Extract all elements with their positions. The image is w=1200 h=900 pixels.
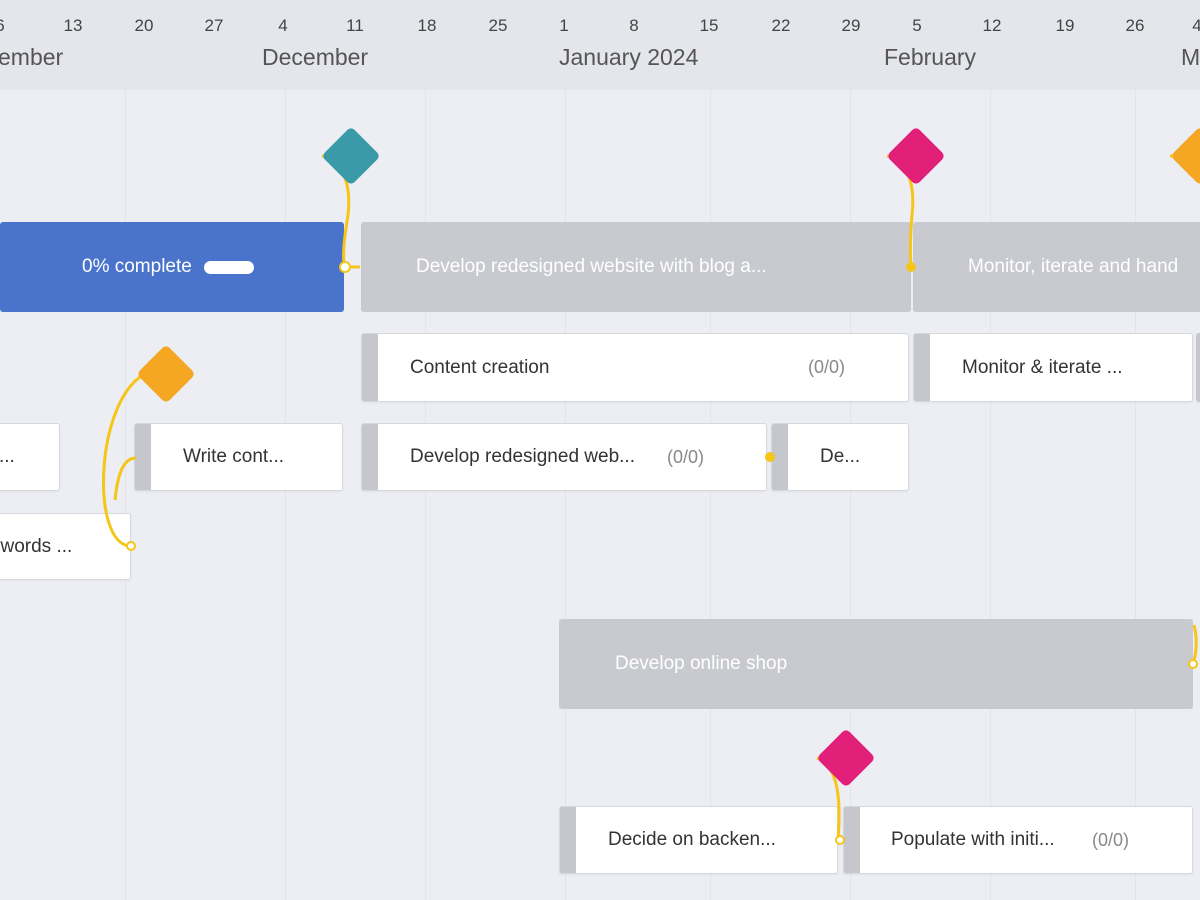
connector-dot (906, 262, 916, 272)
bar-label: Develop redesigned website with blog a..… (416, 256, 767, 277)
grid-line (990, 90, 991, 900)
day-label: 6 (0, 16, 20, 36)
task-label: Populate with initi... (891, 829, 1055, 850)
task-label: ... (0, 446, 15, 467)
task-cut-off[interactable] (1196, 333, 1200, 402)
grid-line (565, 90, 566, 900)
bar-label: Develop online shop (615, 653, 788, 674)
day-label: 5 (912, 16, 922, 35)
dependency-connector (1191, 624, 1198, 665)
connector-dot (1188, 659, 1198, 669)
day-label: 27 (204, 16, 224, 35)
task-de[interactable]: De... (771, 423, 909, 491)
connector-dot (765, 452, 775, 462)
dependency-connector (113, 456, 137, 501)
task-left-truncated[interactable]: ... (0, 423, 60, 491)
day-label: 29 (841, 16, 861, 35)
task-label: Content creation (410, 356, 550, 378)
grid-line (425, 90, 426, 900)
task-label: Monitor & iterate ... (962, 356, 1123, 378)
month-label: M (1181, 44, 1200, 70)
task-handle[interactable] (1196, 333, 1200, 402)
task-handle[interactable] (772, 424, 788, 490)
day-label: 18 (417, 16, 437, 35)
month-label: ember (0, 44, 64, 70)
task-count: (0/0) (808, 357, 846, 377)
task-handle[interactable] (362, 334, 378, 401)
connector-dot (339, 261, 351, 273)
task-handle[interactable] (844, 807, 860, 873)
month-label: January 2024 (559, 44, 699, 70)
online-shop-summary-bar[interactable]: Develop online shop (559, 619, 1193, 709)
progress-pill (204, 261, 254, 274)
redesign-summary-bar[interactable]: Develop redesigned website with blog a..… (361, 222, 911, 312)
day-label: 4 (278, 16, 288, 35)
task-monitor-iterate[interactable]: Monitor & iterate ... (913, 333, 1193, 402)
task-label: De... (820, 446, 861, 467)
day-label: 20 (134, 16, 154, 35)
day-label: 11 (346, 16, 364, 35)
task-handle[interactable] (914, 334, 930, 401)
progress-label: 0% complete (82, 256, 192, 277)
grid-line (285, 90, 286, 900)
connector-dot (835, 835, 845, 845)
day-label: 26 (1125, 16, 1145, 35)
day-label: 25 (488, 16, 508, 35)
task-count: (0/0) (667, 446, 705, 467)
grid-line (710, 90, 711, 900)
day-label: 4 (1192, 16, 1200, 35)
task-content-creation[interactable]: Content creation (0/0) (361, 333, 909, 402)
task-handle[interactable] (135, 424, 151, 490)
day-label: 12 (982, 16, 1002, 35)
task-handle[interactable] (560, 807, 576, 873)
task-label: Write cont... (183, 446, 285, 467)
task-count: (0/0) (1092, 829, 1130, 850)
task-handle[interactable] (362, 424, 378, 490)
month-label: February (884, 44, 977, 70)
task-label: ywords ... (0, 535, 73, 557)
task-write-content[interactable]: Write cont... (134, 423, 343, 491)
grid-line (1135, 90, 1136, 900)
grid-line (125, 90, 126, 900)
day-label: 13 (63, 16, 83, 35)
month-label: December (262, 44, 369, 70)
day-label: 1 (559, 16, 569, 35)
connector-dot (126, 541, 136, 551)
grid-line (850, 90, 851, 900)
day-label: 15 (699, 16, 719, 35)
phase-summary-bar[interactable]: 0% complete (0, 222, 344, 312)
day-label: 22 (771, 16, 791, 35)
monitor-summary-bar[interactable]: Monitor, iterate and hand (913, 222, 1200, 312)
task-label: Decide on backen... (608, 829, 776, 850)
timeline-header: 6 13 20 27 4 11 18 25 1 8 15 22 29 5 12 … (0, 0, 1200, 90)
task-decide-backend[interactable]: Decide on backen... (559, 806, 838, 874)
task-develop-redesigned-web[interactable]: Develop redesigned web... (0/0) (361, 423, 767, 491)
day-label: 8 (629, 16, 639, 35)
day-label: 19 (1055, 16, 1075, 35)
task-label: Develop redesigned web... (410, 446, 635, 467)
bar-label: Monitor, iterate and hand (968, 256, 1179, 277)
task-populate[interactable]: Populate with initi... (0/0) (843, 806, 1193, 874)
dependency-connector (102, 372, 146, 548)
